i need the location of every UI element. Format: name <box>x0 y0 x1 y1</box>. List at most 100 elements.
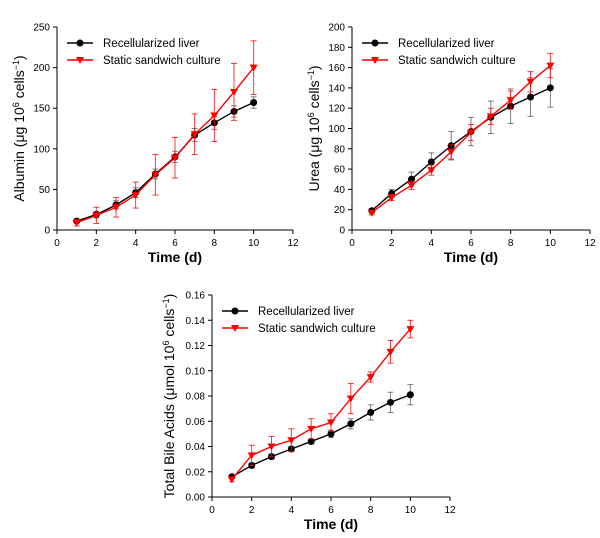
y-axis-label: Total Bile Acids (μmol 106 cells−1) <box>161 294 177 499</box>
y-tick-label: 120 <box>328 104 345 115</box>
x-tick-label: 0 <box>349 238 355 249</box>
data-point <box>347 420 355 428</box>
data-point <box>386 348 395 356</box>
data-point <box>526 78 535 86</box>
x-tick-label: 8 <box>368 505 374 516</box>
legend-marker <box>76 39 84 47</box>
data-point <box>366 374 375 382</box>
y-tick-label: 0.14 <box>186 316 206 327</box>
y-tick-label: 140 <box>328 83 345 94</box>
y-tick-label: 0.08 <box>186 392 206 403</box>
y-tick-label: 80 <box>334 144 346 155</box>
data-point <box>467 129 475 137</box>
x-tick-label: 10 <box>405 505 417 516</box>
series-line <box>231 394 411 478</box>
legend-label: Static sandwich culture <box>398 55 516 67</box>
y-tick-label: 200 <box>328 23 345 34</box>
data-point <box>112 204 120 212</box>
data-point <box>171 154 179 162</box>
y-axis-label-part: 6 <box>161 341 171 346</box>
x-tick-label: 8 <box>212 238 218 249</box>
series-recellularized <box>73 96 258 225</box>
y-axis-label-part: Urea (μg 10 <box>306 117 322 191</box>
data-point <box>346 395 355 403</box>
x-tick-label: 0 <box>209 505 215 516</box>
data-point <box>527 93 534 101</box>
legend: Recellularized liver Static sandwich cult… <box>67 38 221 67</box>
y-tick-label: 0.04 <box>186 442 206 453</box>
data-point <box>327 419 335 427</box>
y-axis-label-part: Total Bile Acids (μmol 10 <box>161 345 177 498</box>
data-point <box>307 437 315 445</box>
x-tick-label: 2 <box>249 505 255 516</box>
y-tick-label: 250 <box>33 23 50 34</box>
chart-3: 0.00 0.02 0.04 0.06 0.08 0.10 0.12 0.14 0.16 0 2 4 6… <box>161 291 456 533</box>
x-axis-label: Time (d) <box>148 249 202 265</box>
data-point <box>546 62 555 70</box>
data-point <box>230 88 238 96</box>
series-line <box>231 328 411 480</box>
legend-marker <box>231 307 239 315</box>
data-point <box>72 219 81 227</box>
chart-2: 0 20 40 60 80 100 120 140 160 180 200 0 2 4 6 8 10 12 Time… <box>306 23 596 266</box>
x-tick-label: 6 <box>328 505 334 516</box>
y-axis-label-part: ) <box>161 294 177 299</box>
y-tick-label: 60 <box>334 165 346 176</box>
legend-label: Recellularized liver <box>398 38 495 50</box>
x-axis-label: Time (d) <box>444 249 498 265</box>
y-tick-label: 0.02 <box>186 467 206 478</box>
data-point <box>407 182 416 190</box>
data-point <box>287 437 296 445</box>
legend-label: Recellularized liver <box>258 306 355 318</box>
y-axis-label-part: 6 <box>306 112 316 117</box>
y-tick-label: 0.10 <box>186 366 206 377</box>
legend-marker <box>371 57 379 64</box>
y-tick-label: 150 <box>33 104 50 115</box>
series-line <box>76 67 255 224</box>
y-axis-label-part: ) <box>306 65 322 70</box>
legend-marker <box>76 57 84 64</box>
y-axis-label-part: −1 <box>11 60 21 70</box>
y-tick-label: 20 <box>334 205 346 216</box>
x-tick-label: 4 <box>289 505 295 516</box>
data-point <box>227 476 236 484</box>
y-tick-label: 0 <box>44 226 50 237</box>
data-point <box>267 443 276 451</box>
legend-marker <box>371 39 379 47</box>
data-point <box>367 209 376 217</box>
y-axis-label-part: cells <box>11 70 27 102</box>
data-point <box>427 158 435 166</box>
series-static <box>227 319 415 484</box>
y-tick-label: 0.06 <box>186 417 206 428</box>
data-point <box>387 398 394 406</box>
y-axis-label: Albumin (μg 106 cells−1) <box>11 55 27 201</box>
chart-1: 0 50 100 150 200 250 0 2 4 6 8 10 12 Time (d) Albumin … <box>11 23 299 266</box>
y-tick-label: 0 <box>339 226 345 237</box>
data-point <box>210 112 219 120</box>
y-tick-label: 100 <box>328 124 345 135</box>
data-point <box>486 113 495 121</box>
series-line <box>371 87 551 212</box>
y-tick-label: 40 <box>334 185 346 196</box>
legend-marker <box>231 325 239 332</box>
data-point <box>327 430 335 438</box>
data-point <box>190 131 199 139</box>
x-tick-label: 10 <box>248 238 260 249</box>
series-static <box>367 52 555 217</box>
y-tick-label: 160 <box>328 63 345 74</box>
data-point <box>506 97 515 105</box>
data-point <box>307 425 316 433</box>
y-tick-label: 0.00 <box>186 493 206 504</box>
data-point <box>447 148 456 156</box>
x-axis-label: Time (d) <box>304 516 358 532</box>
data-point <box>247 452 256 460</box>
x-tick-label: 6 <box>468 238 474 249</box>
legend-label: Recellularized liver <box>103 38 200 50</box>
series-line <box>76 101 254 222</box>
y-axis-label-part: 6 <box>11 102 21 107</box>
data-point <box>406 391 414 399</box>
data-point <box>387 194 396 202</box>
y-tick-label: 50 <box>39 185 51 196</box>
x-tick-label: 2 <box>94 238 100 249</box>
